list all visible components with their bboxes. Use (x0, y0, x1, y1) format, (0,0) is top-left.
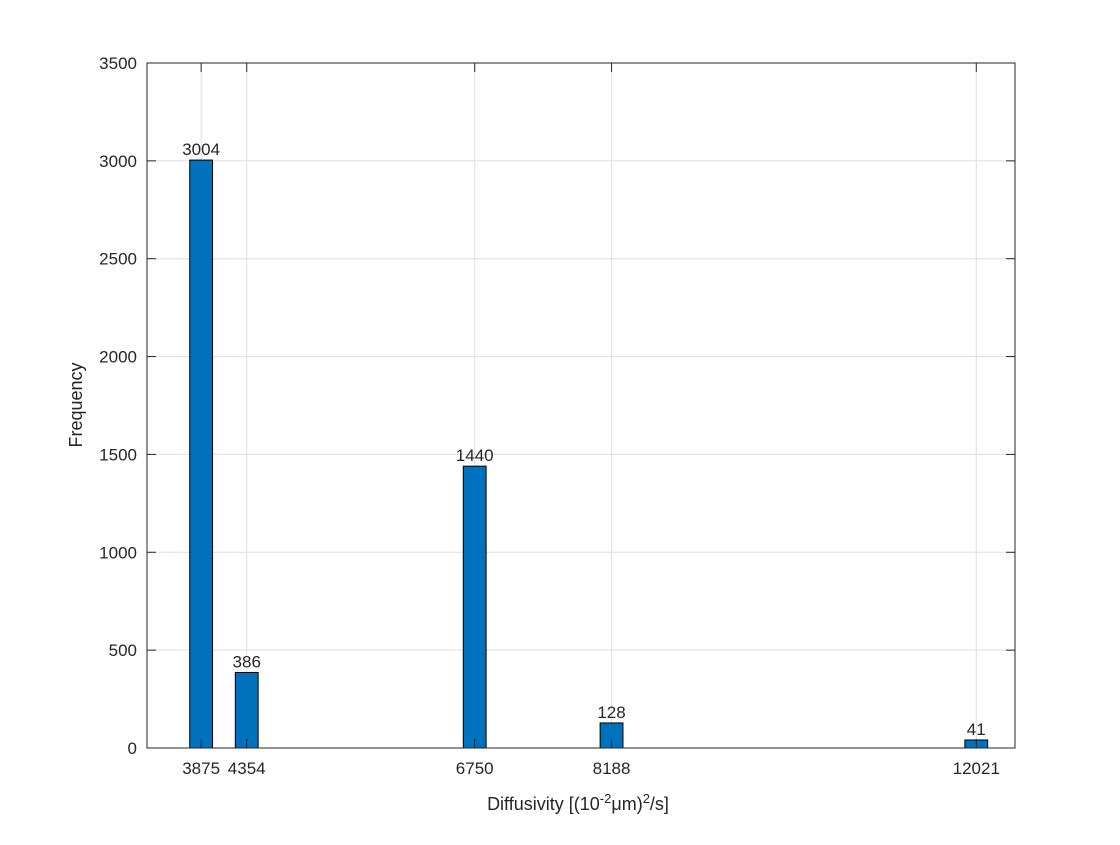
y-axis-label: Frequency (66, 362, 86, 447)
y-tick-label: 2500 (99, 250, 137, 269)
axis-ticks: 0 500 1000 1500 2000 2500 3000 3500 3875 4354 6750… (99, 54, 1015, 778)
x-tick-label: 12021 (953, 759, 1000, 778)
x-tick-label: 3875 (182, 759, 220, 778)
data-label-4354: 386 (233, 652, 261, 671)
x-tick-label: 4354 (228, 759, 266, 778)
y-tick-label: 2000 (99, 348, 137, 367)
grid-lines (147, 62, 1015, 749)
x-tick-label: 6750 (456, 759, 494, 778)
x-tick-label: 8188 (593, 759, 631, 778)
x-axis-label-pre: Diffusivity [(10 (487, 794, 600, 814)
y-tick-label: 3500 (99, 54, 137, 73)
data-labels: 3004 386 1440 128 41 (182, 140, 986, 739)
y-tick-label: 3000 (99, 152, 137, 171)
bar-6750 (462, 465, 487, 749)
data-label-6750: 1440 (456, 446, 494, 465)
data-label-12021: 41 (967, 720, 986, 739)
bar-3875 (189, 159, 214, 749)
x-axis-label-exp2: 2 (643, 791, 650, 806)
y-tick-label: 1500 (99, 445, 137, 464)
x-axis-label-exp1: -2 (600, 791, 612, 806)
data-label-3875: 3004 (182, 140, 220, 159)
plot-frame (146, 62, 1016, 749)
y-tick-label: 500 (109, 641, 137, 660)
x-axis-label-post: /s] (650, 794, 669, 814)
data-label-8188: 128 (597, 703, 625, 722)
x-axis-label-mid: μm) (611, 794, 642, 814)
y-tick-label: 0 (128, 739, 137, 758)
y-tick-label: 1000 (99, 543, 137, 562)
bar-4354 (234, 671, 259, 749)
x-axis-label: Diffusivity [(10-2μm)2/s] (487, 791, 669, 814)
bars (189, 159, 989, 749)
